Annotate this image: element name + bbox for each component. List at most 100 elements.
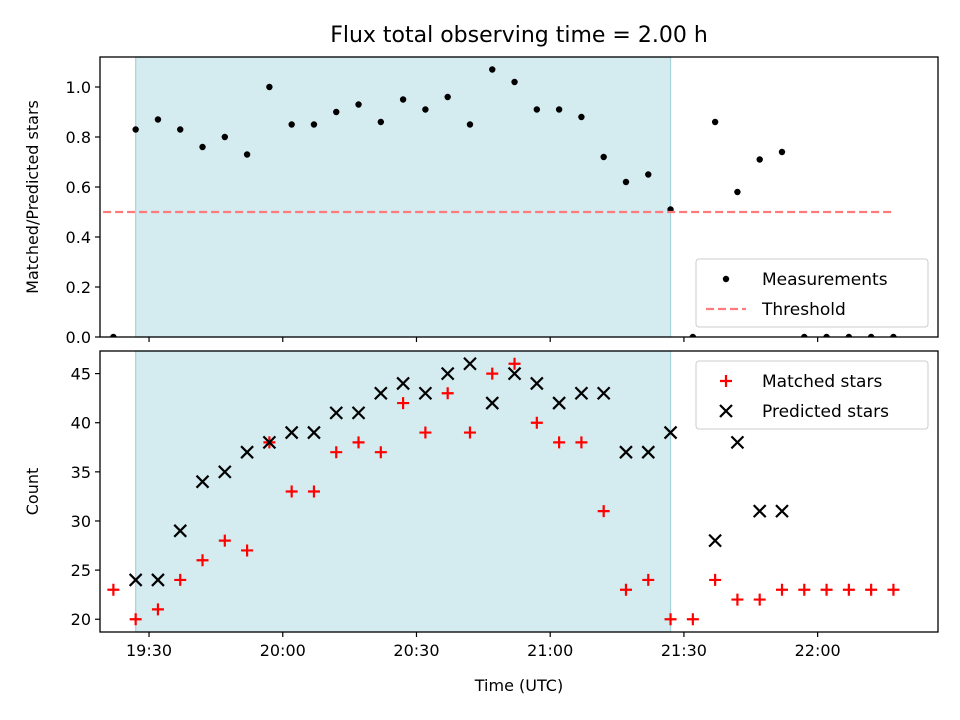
predicted-star-marker (396, 376, 410, 391)
x-tick-label: 20:30 (393, 641, 439, 660)
measurement-point (622, 178, 630, 186)
measurement-point (177, 126, 184, 133)
measurement-point (867, 333, 875, 337)
matched-star-marker (775, 583, 788, 596)
measurement-point (845, 333, 853, 337)
legend-box (695, 360, 929, 430)
measurement-point (533, 106, 541, 113)
predicted-star-marker (351, 406, 366, 420)
predicted-star-marker (641, 445, 656, 459)
matched-star-marker (575, 436, 588, 449)
measurement-point (243, 151, 251, 158)
predicted-star-marker (128, 573, 143, 587)
x-tick-label: 21:00 (527, 641, 573, 660)
predicted-star-marker (329, 406, 344, 420)
y-tick-label: 0.0 (66, 328, 91, 347)
predicted-star-marker (552, 396, 566, 410)
measurement-point (511, 78, 518, 86)
matched-star-marker (597, 505, 610, 518)
matched-star-marker (307, 485, 320, 498)
predicted-star-marker (708, 533, 722, 548)
measurement-point (199, 143, 206, 151)
predicted-star-marker (262, 435, 277, 450)
measurement-point (890, 333, 897, 337)
predicted-star-marker (507, 366, 522, 381)
measurement-point (711, 118, 719, 126)
y-tick-label: 0.6 (66, 178, 91, 197)
matched-star-marker (798, 583, 811, 596)
measurement-point (288, 121, 295, 128)
matched-star-marker (709, 573, 722, 586)
predicted-star-marker (195, 474, 210, 489)
measurement-point (154, 116, 162, 123)
x-tick-label: 20:00 (260, 641, 306, 660)
predicted-star-marker (418, 386, 433, 401)
observing-window-band (135, 350, 672, 633)
measurement-point (333, 108, 340, 116)
predicted-star-marker (619, 445, 633, 459)
predicted-star-marker (284, 425, 299, 440)
predicted-star-marker (775, 504, 789, 518)
matched-star-marker (664, 613, 677, 626)
matched-star-marker (508, 357, 521, 370)
matched-star-marker (486, 367, 499, 380)
x-tick-label: 19:30 (126, 641, 172, 660)
predicted-star-marker (240, 445, 254, 459)
measurement-point (444, 93, 451, 101)
measurement-point (489, 66, 496, 73)
matched-star-marker (151, 603, 164, 616)
matched-star-marker (820, 583, 833, 596)
top-panel: 0.0 0.2 0.4 0.6 0.8 1.0 Matched/Predicted star… (23, 56, 939, 347)
measurement-point (823, 333, 830, 337)
matched-star-marker (330, 446, 343, 459)
predicted-star-marker (463, 356, 477, 371)
predicted-star-marker (574, 386, 589, 401)
x-tick-label: 21:30 (661, 641, 707, 660)
predicted-star-marker (218, 465, 232, 479)
matched-star-marker (129, 613, 142, 626)
legend-matched-swatch (720, 375, 732, 387)
predicted-star-marker (663, 425, 678, 440)
measurement-point (355, 101, 362, 108)
y-tick-label: 0.4 (66, 228, 91, 247)
y-tick-label: 0.8 (66, 128, 91, 147)
measurement-point (600, 153, 607, 161)
matched-star-marker (887, 583, 900, 596)
matched-star-marker (285, 485, 298, 498)
predicted-star-marker (173, 524, 188, 538)
matched-star-marker (530, 416, 543, 429)
measurement-point (266, 83, 273, 91)
measurement-point (310, 121, 318, 128)
chart-title: Flux total observing time = 2.00 h (330, 23, 708, 48)
matched-star-marker (419, 426, 432, 439)
matched-star-marker (686, 613, 699, 626)
axes-frame (99, 56, 939, 338)
matched-star-marker (731, 593, 744, 606)
measurement-point (422, 106, 429, 113)
predicted-star-marker (530, 376, 544, 391)
y-tick-label: 35 (71, 463, 91, 482)
matched-star-marker (553, 436, 566, 449)
measurement-point (778, 148, 786, 156)
matched-star-marker (865, 583, 878, 596)
matched-star-marker (107, 583, 120, 596)
legend: Matched stars Predicted stars (695, 360, 929, 430)
y-axis-label: Matched/Predicted stars (23, 100, 42, 294)
observing-window-band (135, 56, 672, 338)
matched-star-marker (174, 573, 187, 586)
y-tick-label: 40 (71, 414, 91, 433)
predicted-star-marker (596, 386, 611, 401)
y-tick-label: 0.2 (66, 278, 91, 297)
legend-label: Matched stars (762, 372, 882, 392)
axes-frame (99, 350, 939, 633)
predicted-star-marker (485, 396, 500, 410)
y-axis-label: Count (23, 468, 42, 516)
matched-star-marker (619, 583, 632, 596)
series-measurements (110, 66, 897, 337)
predicted-star-marker (440, 366, 455, 381)
series-predicted-stars (128, 356, 789, 587)
matched-star-marker (441, 387, 454, 400)
measurement-point (578, 113, 585, 121)
matched-star-marker (218, 534, 231, 547)
